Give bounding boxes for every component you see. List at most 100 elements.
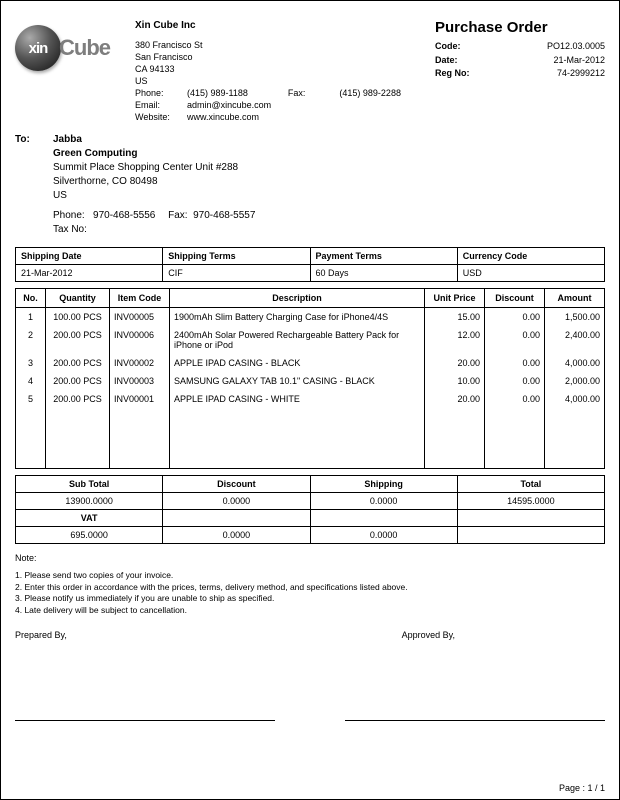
cell-price: 20.00 xyxy=(425,354,485,372)
cell-price: 10.00 xyxy=(425,372,485,390)
cell-qty: 200.00 PCS xyxy=(46,390,110,408)
cell-qty: 100.00 PCS xyxy=(46,308,110,327)
fax-label: Fax: xyxy=(288,87,306,99)
th-shipterms: Shipping Terms xyxy=(163,248,310,265)
cell-code: INV00002 xyxy=(110,354,170,372)
company-zip: CA 94133 xyxy=(135,63,425,75)
po-regno-label: Reg No: xyxy=(435,67,487,81)
td-stotal: 14595.0000 xyxy=(457,492,604,509)
email-label: Email: xyxy=(135,99,177,111)
cell-disc: 0.00 xyxy=(485,326,545,354)
table-row: 1100.00 PCSINV000051900mAh Slim Battery … xyxy=(16,308,605,327)
terms-table: Shipping Date Shipping Terms Payment Ter… xyxy=(15,247,605,282)
cell-desc: APPLE IPAD CASING - WHITE xyxy=(170,390,425,408)
table-row: 5200.00 PCSINV00001APPLE IPAD CASING - W… xyxy=(16,390,605,408)
note-line: 4. Late delivery will be subject to canc… xyxy=(15,605,605,616)
th-qty: Quantity xyxy=(46,289,110,308)
cell-amt: 4,000.00 xyxy=(545,390,605,408)
to-phone: 970-468-5556 xyxy=(93,210,155,221)
to-fax-label: Fax: xyxy=(168,210,187,221)
company-block: Xin Cube Inc 380 Francisco St San Franci… xyxy=(135,19,425,123)
th-desc: Description xyxy=(170,289,425,308)
cell-disc: 0.00 xyxy=(485,372,545,390)
td-shipdate: 21-Mar-2012 xyxy=(16,265,163,282)
cell-no: 4 xyxy=(16,372,46,390)
th-currency: Currency Code xyxy=(457,248,604,265)
td-payterms: 60 Days xyxy=(310,265,457,282)
table-row: 2200.00 PCSINV000062400mAh Solar Powered… xyxy=(16,326,605,354)
th-amt: Amount xyxy=(545,289,605,308)
note-line: 1. Please send two copies of your invoic… xyxy=(15,570,605,581)
cell-amt: 1,500.00 xyxy=(545,308,605,327)
td-currency: USD xyxy=(457,265,604,282)
th-sdisc: Discount xyxy=(163,475,310,492)
td-sub: 13900.0000 xyxy=(16,492,163,509)
note-line: 3. Please notify us immediately if you a… xyxy=(15,593,605,604)
po-date: 21-Mar-2012 xyxy=(487,54,605,68)
td-vat: 695.0000 xyxy=(16,526,163,543)
to-addr2: Silverthorne, CO 80498 xyxy=(53,175,605,189)
th-no: No. xyxy=(16,289,46,308)
po-code-label: Code: xyxy=(435,40,487,54)
company-email: admin@xincube.com xyxy=(187,99,271,111)
to-label: To: xyxy=(15,133,53,237)
cell-price: 20.00 xyxy=(425,390,485,408)
summary-table: Sub Total Discount Shipping Total 13900.… xyxy=(15,475,605,544)
approved-by: Approved By, xyxy=(402,630,455,640)
logo: xin Cube xyxy=(15,19,125,123)
td-vtotal xyxy=(457,526,604,543)
company-phone: (415) 989-1188 xyxy=(187,87,248,99)
table-row: 4200.00 PCSINV00003SAMSUNG GALAXY TAB 10… xyxy=(16,372,605,390)
company-name: Xin Cube Inc xyxy=(135,19,425,33)
to-recipient: Jabba xyxy=(53,133,605,147)
cell-desc: 1900mAh Slim Battery Charging Case for i… xyxy=(170,308,425,327)
company-city: San Francisco xyxy=(135,51,425,63)
cell-disc: 0.00 xyxy=(485,354,545,372)
cell-code: INV00003 xyxy=(110,372,170,390)
company-addr1: 380 Francisco St xyxy=(135,39,425,51)
td-sship: 0.0000 xyxy=(310,492,457,509)
td-sdisc: 0.0000 xyxy=(163,492,310,509)
cell-desc: 2400mAh Solar Powered Rechargeable Batte… xyxy=(170,326,425,354)
th-shipdate: Shipping Date xyxy=(16,248,163,265)
po-date-label: Date: xyxy=(435,54,487,68)
to-addr1: Summit Place Shopping Center Unit #288 xyxy=(53,161,605,175)
note-line: 2. Enter this order in accordance with t… xyxy=(15,582,605,593)
cell-amt: 2,000.00 xyxy=(545,372,605,390)
cell-price: 12.00 xyxy=(425,326,485,354)
notes-title: Note: xyxy=(15,552,605,564)
items-table: No. Quantity Item Code Description Unit … xyxy=(15,288,605,469)
cell-qty: 200.00 PCS xyxy=(46,326,110,354)
po-regno: 74-2999212 xyxy=(487,67,605,81)
po-title: Purchase Order xyxy=(435,19,605,36)
logo-ball-icon: xin xyxy=(15,25,61,71)
cell-code: INV00006 xyxy=(110,326,170,354)
cell-no: 5 xyxy=(16,390,46,408)
page-indicator: Page : 1 / 1 xyxy=(559,783,605,793)
th-disc: Discount xyxy=(485,289,545,308)
cell-amt: 4,000.00 xyxy=(545,354,605,372)
td-vship: 0.0000 xyxy=(310,526,457,543)
cell-no: 1 xyxy=(16,308,46,327)
th-payterms: Payment Terms xyxy=(310,248,457,265)
cell-disc: 0.00 xyxy=(485,308,545,327)
cell-code: INV00005 xyxy=(110,308,170,327)
to-taxno-label: Tax No: xyxy=(53,223,605,237)
td-vdisc: 0.0000 xyxy=(163,526,310,543)
th-stotal: Total xyxy=(457,475,604,492)
th-code: Item Code xyxy=(110,289,170,308)
company-fax: (415) 989-2288 xyxy=(339,87,401,99)
signature-line-approved xyxy=(345,720,605,721)
table-row: 3200.00 PCSINV00002APPLE IPAD CASING - B… xyxy=(16,354,605,372)
cell-price: 15.00 xyxy=(425,308,485,327)
cell-no: 2 xyxy=(16,326,46,354)
to-country: US xyxy=(53,189,605,203)
to-fax: 970-468-5557 xyxy=(193,210,255,221)
prepared-by: Prepared By, xyxy=(15,630,67,640)
cell-no: 3 xyxy=(16,354,46,372)
th-vat: VAT xyxy=(16,509,163,526)
signature-line-prepared xyxy=(15,720,275,721)
cell-qty: 200.00 PCS xyxy=(46,372,110,390)
po-code: PO12.03.0005 xyxy=(487,40,605,54)
th-sship: Shipping xyxy=(310,475,457,492)
